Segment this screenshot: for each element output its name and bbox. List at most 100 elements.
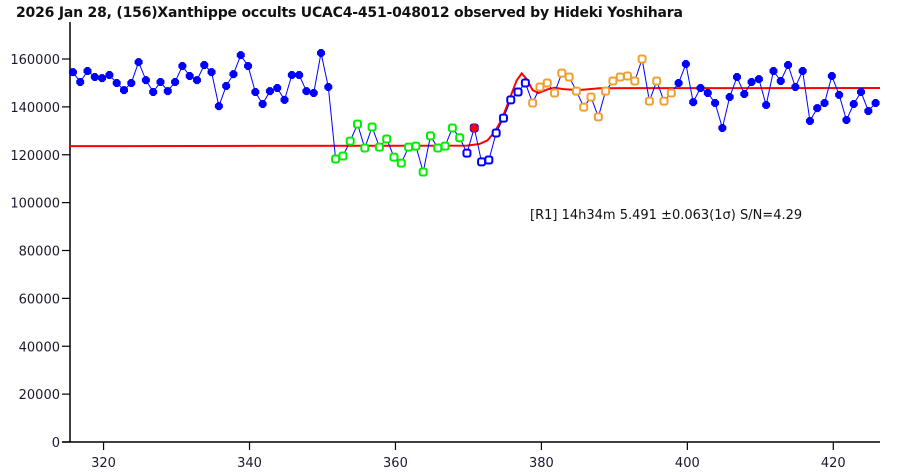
data-point-outside-event	[90, 72, 99, 81]
data-point-outside-event	[127, 78, 136, 87]
data-point-outside-event	[287, 71, 296, 80]
data-point-transition	[520, 78, 530, 88]
data-point-event-point	[470, 123, 479, 132]
data-point-outside-event	[718, 123, 727, 132]
chart-title: 2026 Jan 28, (156)Xanthippe occults UCAC…	[16, 5, 683, 21]
data-point-transition	[513, 87, 523, 97]
data-point-pre-fit	[382, 134, 392, 144]
y-tick-label: 120000	[10, 149, 60, 164]
data-point-outside-event	[236, 51, 245, 60]
data-point-outside-event	[222, 82, 231, 91]
data-point-pre-fit	[425, 131, 435, 141]
data-point-outside-event	[747, 77, 756, 86]
data-point-outside-event	[309, 88, 318, 97]
data-point-outside-event	[725, 93, 734, 102]
data-point-post-fit	[550, 88, 560, 98]
data-point-post-fit	[652, 76, 662, 86]
data-point-pre-fit	[455, 133, 465, 143]
data-point-outside-event	[871, 99, 880, 108]
data-point-pre-fit	[389, 152, 399, 162]
data-point-pre-fit	[345, 136, 355, 146]
data-point-transition	[484, 155, 494, 165]
data-point-pre-fit	[418, 167, 428, 177]
data-point-pre-fit	[396, 158, 406, 168]
y-tick-label: 0	[52, 436, 60, 451]
data-point-post-fit	[659, 96, 669, 106]
data-point-outside-event	[732, 72, 741, 81]
data-point-outside-event	[681, 60, 690, 69]
data-point-outside-event	[163, 87, 172, 96]
data-point-outside-event	[258, 100, 267, 109]
y-tick-label: 40000	[19, 340, 60, 355]
data-point-outside-event	[703, 88, 712, 97]
data-point-outside-event	[112, 78, 121, 87]
data-point-outside-event	[805, 116, 814, 125]
data-point-outside-event	[76, 77, 85, 86]
data-point-outside-event	[798, 66, 807, 75]
data-point-pre-fit	[374, 142, 384, 152]
data-point-pre-fit	[447, 123, 457, 133]
data-point-transition	[462, 148, 472, 158]
data-point-post-fit	[564, 72, 574, 82]
result-annotation: [R1] 14h34m 5.491 ±0.063(1σ) S/N=4.29	[530, 208, 802, 223]
data-point-outside-event	[776, 77, 785, 86]
data-point-outside-event	[864, 106, 873, 115]
data-point-outside-event	[769, 66, 778, 75]
data-point-post-fit	[666, 88, 676, 98]
data-point-outside-event	[214, 102, 223, 111]
data-point-outside-event	[317, 49, 326, 58]
data-point-outside-event	[324, 83, 333, 92]
data-point-pre-fit	[360, 143, 370, 153]
data-point-outside-event	[68, 68, 77, 77]
data-point-outside-event	[207, 68, 216, 77]
data-point-post-fit	[571, 86, 581, 96]
data-point-outside-event	[265, 87, 274, 96]
data-point-pre-fit	[353, 119, 363, 129]
data-point-pre-fit	[338, 151, 348, 161]
data-point-outside-event	[251, 88, 260, 97]
data-point-outside-event	[813, 104, 822, 113]
data-point-pre-fit	[440, 141, 450, 151]
data-point-outside-event	[857, 88, 866, 97]
data-point-outside-event	[83, 66, 92, 75]
data-point-transition	[498, 113, 508, 123]
data-point-post-fit	[535, 82, 545, 92]
data-point-outside-event	[178, 61, 187, 70]
data-point-pre-fit	[404, 142, 414, 152]
data-point-post-fit	[615, 72, 625, 82]
data-point-outside-event	[674, 78, 683, 87]
data-point-outside-event	[149, 88, 158, 97]
data-point-outside-event	[849, 100, 858, 109]
data-point-post-fit	[623, 71, 633, 81]
data-point-outside-event	[827, 71, 836, 80]
data-point-post-fit	[608, 76, 618, 86]
x-tick-label: 400	[675, 456, 700, 471]
data-point-transition	[506, 95, 516, 105]
data-point-outside-event	[192, 76, 201, 85]
data-point-outside-event	[185, 71, 194, 80]
x-tick-label: 420	[821, 456, 846, 471]
data-point-outside-event	[229, 70, 238, 79]
data-point-outside-event	[200, 60, 209, 69]
data-point-outside-event	[791, 83, 800, 92]
y-tick-label: 60000	[19, 292, 60, 307]
x-tick-label: 360	[383, 456, 408, 471]
data-point-outside-event	[696, 83, 705, 92]
data-point-pre-fit	[433, 143, 443, 153]
y-tick-label: 80000	[19, 245, 60, 260]
data-line	[72, 52, 876, 173]
data-point-outside-event	[711, 99, 720, 108]
data-point-pre-fit	[331, 154, 341, 164]
data-point-outside-event	[754, 75, 763, 84]
data-point-outside-event	[784, 60, 793, 69]
data-point-outside-event	[689, 98, 698, 107]
data-point-outside-event	[302, 87, 311, 96]
data-point-outside-event	[280, 95, 289, 104]
x-tick-label: 320	[91, 456, 116, 471]
data-point-pre-fit	[367, 122, 377, 132]
data-point-outside-event	[141, 76, 150, 85]
data-point-pre-fit	[411, 141, 421, 151]
y-tick-label: 140000	[10, 101, 60, 116]
data-point-outside-event	[273, 83, 282, 92]
data-point-outside-event	[134, 58, 143, 67]
